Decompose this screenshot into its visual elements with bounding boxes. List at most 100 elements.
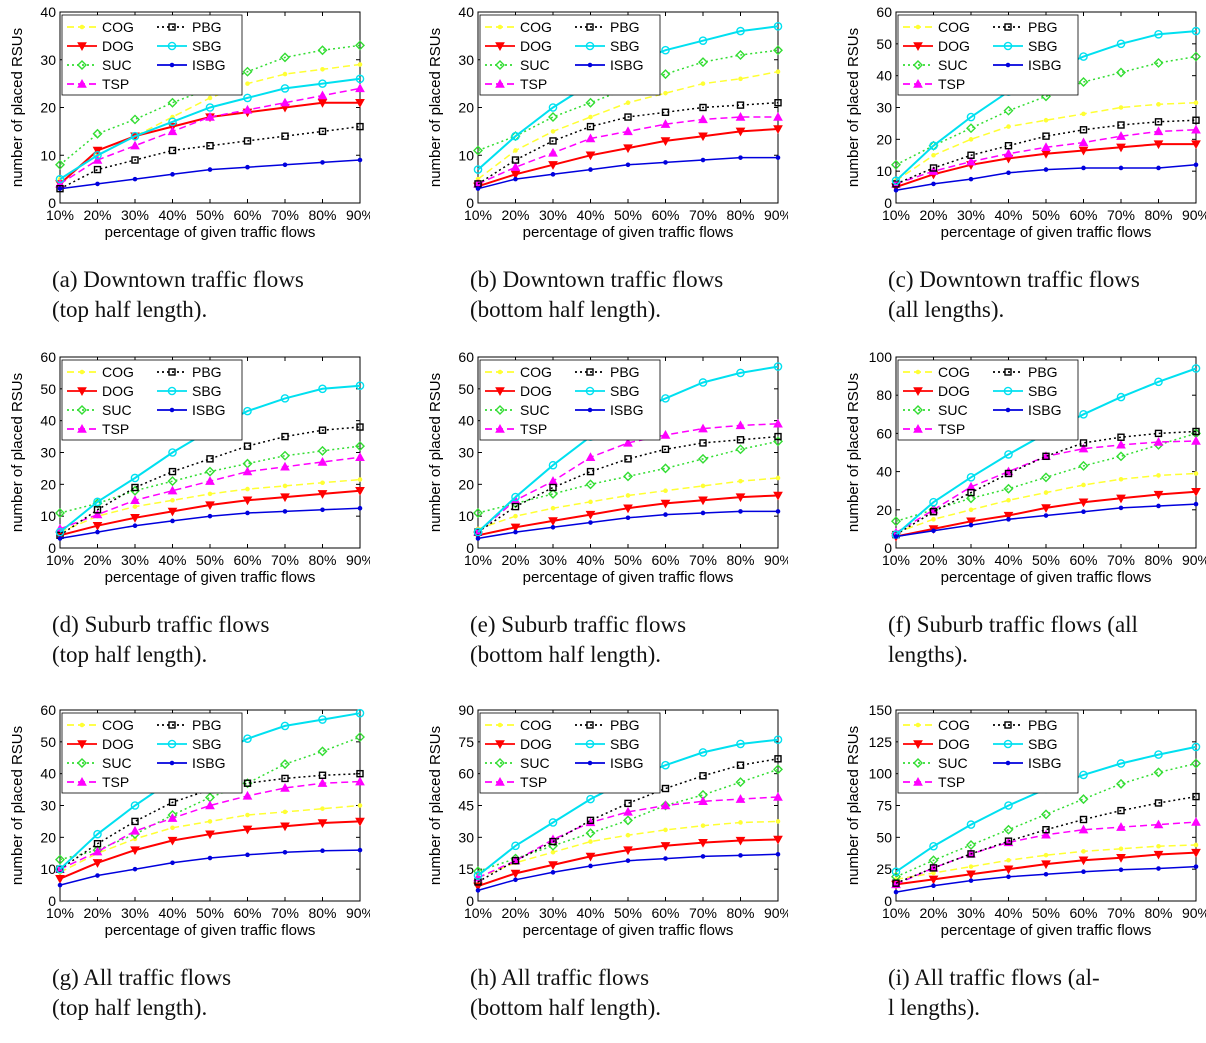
series-isbg <box>475 852 781 893</box>
series-isbg <box>893 162 1199 193</box>
legend-label-suc: SUC <box>938 57 968 73</box>
data-point-dog <box>510 869 521 879</box>
x-axis-label: percentage of given traffic flows <box>523 922 734 939</box>
legend-label-tsp: TSP <box>520 76 547 92</box>
data-point-sbg <box>773 362 783 371</box>
data-point-pbg <box>699 439 707 447</box>
data-point-tsp <box>585 452 596 461</box>
y-tick-label: 20 <box>40 100 56 116</box>
data-point-sbg <box>1191 742 1201 752</box>
legend-marker <box>77 60 87 70</box>
data-point-sbg <box>318 79 327 88</box>
x-tick-label: 70% <box>689 905 717 921</box>
data-point-cog <box>738 76 743 82</box>
data-point-suc <box>1041 472 1051 483</box>
data-point-isbg <box>550 172 556 177</box>
data-point-dog <box>1041 860 1051 870</box>
data-point-dog <box>660 842 671 851</box>
data-point-isbg <box>625 162 631 168</box>
data-point-suc <box>242 66 253 77</box>
data-point-cog <box>245 486 250 492</box>
data-point-sbg <box>93 497 102 507</box>
legend-label-suc: SUC <box>102 57 132 73</box>
data-point-pbg <box>281 132 289 140</box>
data-point-suc <box>473 507 483 518</box>
line-chart-f: 0 20 40 60 80 100 10% 20% 30% 40% 50% 60% 70% 80% 90% p… <box>845 349 1206 586</box>
data-point-dog <box>928 875 939 885</box>
data-point-sbg <box>280 721 290 731</box>
y-tick-label: 40 <box>40 4 56 20</box>
series-line-tsp <box>59 87 361 185</box>
data-point-isbg <box>1043 871 1049 877</box>
data-point-suc <box>473 145 483 156</box>
data-point-isbg <box>170 860 175 866</box>
data-point-cog <box>1006 497 1011 503</box>
y-axis-label: number of placed RSUs <box>427 373 444 532</box>
data-point-pbg <box>661 784 670 793</box>
data-point-dog <box>355 99 365 108</box>
series-line-suc <box>895 55 1197 166</box>
data-point-tsp <box>1041 142 1051 151</box>
data-point-sbg <box>773 22 783 31</box>
data-point-sbg <box>1191 26 1201 36</box>
data-point-isbg <box>1156 503 1161 509</box>
legend-marker <box>587 760 593 766</box>
x-tick-label: 80% <box>308 552 336 568</box>
y-tick-label: 30 <box>458 829 474 845</box>
legend-box <box>61 712 243 794</box>
x-tick-label: 60% <box>1069 207 1097 223</box>
legend: COG DOG SUC TSP PBG SBG ISBG <box>897 712 1079 794</box>
data-point-dog <box>623 504 633 514</box>
data-point-cog <box>1193 100 1199 106</box>
x-axis-label: percentage of given traffic flows <box>941 569 1152 586</box>
data-point-suc <box>660 463 671 474</box>
data-point-suc <box>966 123 976 134</box>
data-point-pbg <box>549 837 557 846</box>
legend-label-dog: DOG <box>520 38 552 54</box>
data-point-dog <box>660 499 671 509</box>
y-tick-label: 0 <box>48 540 56 556</box>
data-point-pbg <box>356 423 364 431</box>
data-point-dog <box>548 517 558 526</box>
caption-line: (a) Downtown traffic flows <box>52 267 304 292</box>
data-point-suc <box>966 493 976 504</box>
data-point-suc <box>1078 460 1089 471</box>
series-pbg <box>56 423 364 539</box>
data-point-cog <box>550 505 556 511</box>
legend-label-dog: DOG <box>102 736 134 752</box>
data-point-suc <box>1003 105 1014 116</box>
x-tick-label: 50% <box>1032 207 1060 223</box>
data-point-cog <box>1043 852 1049 858</box>
x-tick-label: 80% <box>1144 905 1172 921</box>
chart-panel-h: 0 15 30 45 60 75 90 10% 20% 30% 40% 50% 60% 70% 80% 90%… <box>424 698 788 1043</box>
data-point-cog <box>207 95 213 101</box>
y-tick-label: 100 <box>869 349 893 365</box>
data-point-tsp <box>1116 822 1126 831</box>
x-axis-label: percentage of given traffic flows <box>941 922 1152 939</box>
data-point-pbg <box>318 127 327 136</box>
series-isbg <box>57 505 363 541</box>
y-tick-label: 20 <box>876 502 892 518</box>
x-tick-label: 30% <box>121 207 149 223</box>
x-tick-label: 90% <box>346 207 370 223</box>
x-tick-label: 10% <box>882 552 910 568</box>
data-point-sbg <box>661 45 670 55</box>
legend-marker <box>77 423 87 433</box>
data-point-pbg <box>1154 118 1163 126</box>
data-point-sbg <box>548 103 558 112</box>
data-point-suc <box>280 52 290 63</box>
data-point-sbg <box>698 748 708 757</box>
data-point-dog <box>1116 143 1126 153</box>
x-tick-label: 80% <box>1144 552 1172 568</box>
data-point-suc <box>698 453 708 464</box>
data-point-sbg <box>168 448 177 457</box>
data-point-sbg <box>280 394 290 403</box>
y-tick-label: 10 <box>458 508 474 524</box>
series-tsp <box>891 124 1201 188</box>
y-tick-label: 60 <box>876 4 892 20</box>
legend-label-cog: COG <box>102 364 134 380</box>
x-tick-label: 20% <box>501 905 529 921</box>
legend-label-pbg: PBG <box>1028 364 1058 380</box>
legend-label-isbg: ISBG <box>192 755 225 771</box>
data-point-sbg <box>1154 29 1163 39</box>
